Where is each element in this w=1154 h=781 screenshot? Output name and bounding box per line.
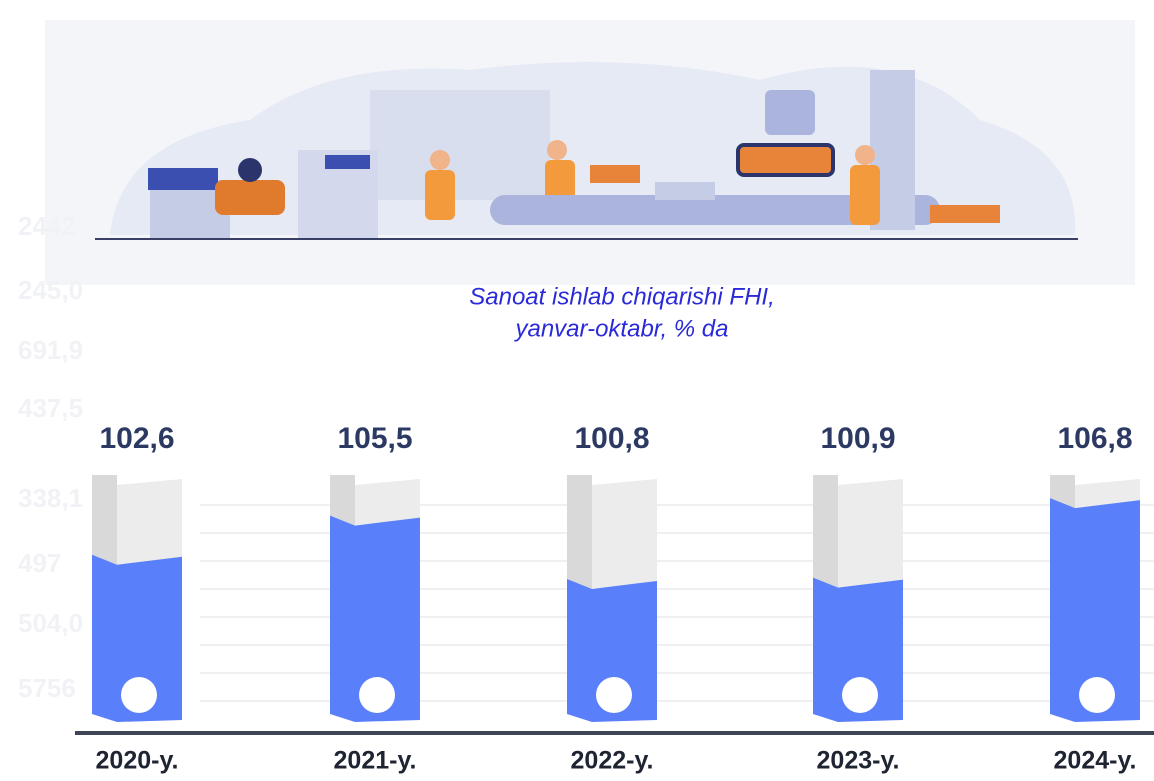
chart-title: Sanoat ishlab chiqarishi FHI,: [469, 283, 774, 310]
background-text: 504,0: [18, 608, 83, 638]
background-text: 338,1: [18, 483, 83, 513]
conveyor: [490, 195, 940, 225]
chair: [215, 180, 285, 215]
box: [930, 205, 1000, 223]
background-texts: 2442 245,0 691,9 437,5 338,1 497 504,0 5756: [18, 211, 83, 703]
bar: [1050, 498, 1140, 722]
worker: [425, 170, 455, 220]
robot-arm: [765, 90, 815, 135]
bar-circle: [1079, 677, 1115, 713]
worker-head: [238, 158, 262, 182]
bar: [567, 578, 657, 722]
value-label: 100,8: [574, 422, 649, 455]
box: [590, 165, 640, 183]
shelf: [370, 90, 550, 200]
x-tick-label: 2022-y.: [571, 747, 654, 775]
background-text: 2442: [18, 211, 76, 241]
illustration: [45, 20, 1135, 285]
monitor: [148, 168, 218, 190]
bar-circle: [359, 677, 395, 713]
background-text: 497: [18, 548, 61, 578]
bar-circle: [596, 677, 632, 713]
chart-subtitle: yanvar-oktabr, % da: [513, 315, 728, 342]
worker-head: [547, 140, 567, 160]
value-label: 100,9: [820, 422, 895, 455]
bar: [813, 577, 903, 722]
bars: 102,6 2020-y. 105,5 2021-y. 100,8 2022-y. 100,…: [92, 422, 1140, 775]
box: [655, 182, 715, 200]
background-text: 437,5: [18, 393, 83, 423]
bar-circle: [121, 677, 157, 713]
x-tick-label: 2021-y.: [334, 747, 417, 775]
x-tick-label: 2024-y.: [1054, 747, 1137, 775]
machine-screen: [325, 155, 370, 169]
x-tick-label: 2020-y.: [96, 747, 179, 775]
worker-head: [430, 150, 450, 170]
robot-gripper: [736, 143, 835, 177]
value-label: 105,5: [337, 422, 412, 455]
bar: [330, 515, 420, 722]
worker: [850, 165, 880, 225]
value-label: 102,6: [99, 422, 174, 455]
bar: [92, 554, 182, 722]
background-text: 5756: [18, 673, 76, 703]
background-text: 691,9: [18, 335, 83, 365]
value-label: 106,8: [1057, 422, 1132, 455]
worker-head: [855, 145, 875, 165]
background-text: 245,0: [18, 275, 83, 305]
x-tick-label: 2023-y.: [817, 747, 900, 775]
bar-circle: [842, 677, 878, 713]
